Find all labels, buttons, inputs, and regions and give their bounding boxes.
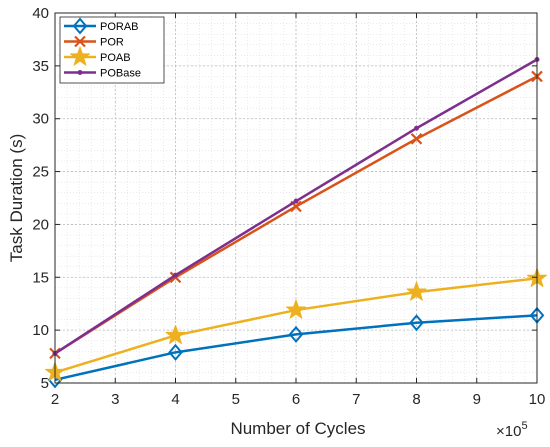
legend-label-pobase: POBase [100, 68, 141, 80]
legend-marker-porab [72, 17, 88, 35]
legend-label-poab: POAB [100, 52, 131, 64]
x-tick-label: 10 [529, 391, 546, 408]
y-tick-label: 15 [32, 269, 49, 286]
series-layer [44, 57, 548, 389]
series-line-porab [54, 314, 538, 382]
data-point-poab [406, 281, 427, 301]
data-point-pobase [414, 125, 419, 131]
x-tick-labels: 2 3 4 5 6 7 8 9 10 [51, 391, 546, 408]
x-axis-label: Number of Cycles [230, 419, 365, 438]
y-tick-labels: 5 10 15 20 25 30 35 40 [32, 5, 49, 392]
legend-label-porab: PORAB [100, 21, 139, 33]
y-tick-label: 25 [32, 164, 49, 181]
x-multiplier-exponent: 5 [521, 420, 527, 432]
x-tick-label: 2 [51, 391, 59, 408]
legend-item-poab: POAB [64, 46, 131, 66]
y-tick-label: 30 [32, 111, 49, 128]
y-tick-label: 40 [32, 5, 49, 22]
legend-label-por: POR [100, 37, 124, 49]
data-point-poab [285, 299, 307, 319]
x-tick-label: 9 [473, 391, 481, 408]
legend-item-por: POR [64, 35, 124, 49]
legend-marker-por [74, 35, 86, 48]
data-point-porab [409, 314, 424, 332]
data-point-por [410, 133, 423, 145]
data-point-poab [165, 324, 186, 345]
x-tick-label: 4 [171, 391, 179, 408]
ticks [54, 12, 538, 384]
legend: PORAB POR POAB POBase [59, 16, 165, 84]
data-point-porab [288, 325, 304, 343]
x-multiplier: ×105 [496, 420, 528, 440]
x-tick-label: 8 [412, 391, 420, 408]
y-tick-label: 35 [32, 58, 49, 75]
data-point-pobase [173, 272, 178, 278]
data-point-pobase [293, 198, 299, 204]
data-point-porab [168, 343, 183, 361]
y-tick-label: 10 [32, 322, 49, 339]
x-tick-label: 6 [292, 391, 300, 408]
x-multiplier-base: ×10 [496, 423, 521, 440]
x-tick-label: 5 [232, 391, 240, 408]
x-tick-label: 3 [111, 391, 119, 408]
legend-marker-pobase [77, 70, 83, 75]
y-tick-label: 20 [32, 216, 49, 233]
y-tick-label: 5 [41, 375, 49, 392]
y-axis-label: Task Duration (s) [7, 134, 26, 262]
legend-item-porab: PORAB [64, 17, 139, 35]
legend-item-pobase: POBase [64, 68, 141, 80]
x-tick-label: 7 [352, 391, 360, 408]
legend-marker-poab [69, 46, 91, 66]
